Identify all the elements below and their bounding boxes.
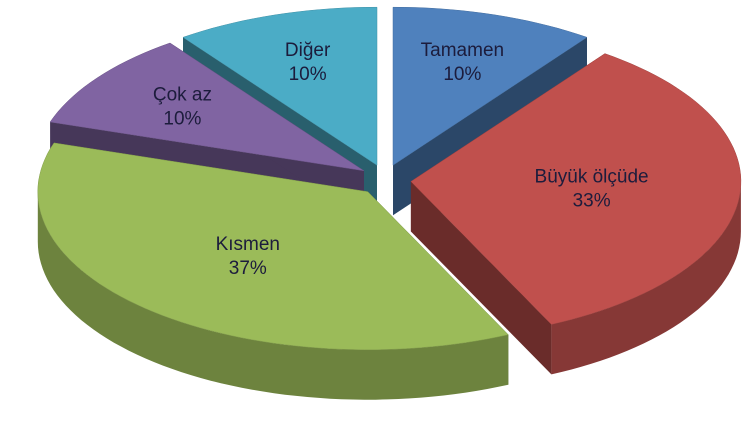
slice-side <box>37 191 509 400</box>
slice-value-label: 37% <box>229 258 267 279</box>
slice <box>392 6 588 166</box>
slice <box>49 42 365 172</box>
slice-value-label: 10% <box>289 64 327 85</box>
slice-category-label: Büyük ölçüde <box>535 167 649 188</box>
slice-category-label: Kısmen <box>216 234 280 255</box>
slice <box>37 142 509 350</box>
slice-category-label: Diğer <box>285 40 331 61</box>
slice <box>182 6 378 166</box>
slice-category-label: Tamamen <box>421 40 504 61</box>
slice-cut-face <box>410 181 552 375</box>
slice-value-label: 10% <box>443 64 481 85</box>
slice-category-label: Çok az <box>153 85 212 106</box>
slice-value-label: 10% <box>163 109 201 130</box>
slice-side <box>551 181 741 375</box>
slice <box>410 53 742 325</box>
slice-value-label: 33% <box>573 191 611 212</box>
